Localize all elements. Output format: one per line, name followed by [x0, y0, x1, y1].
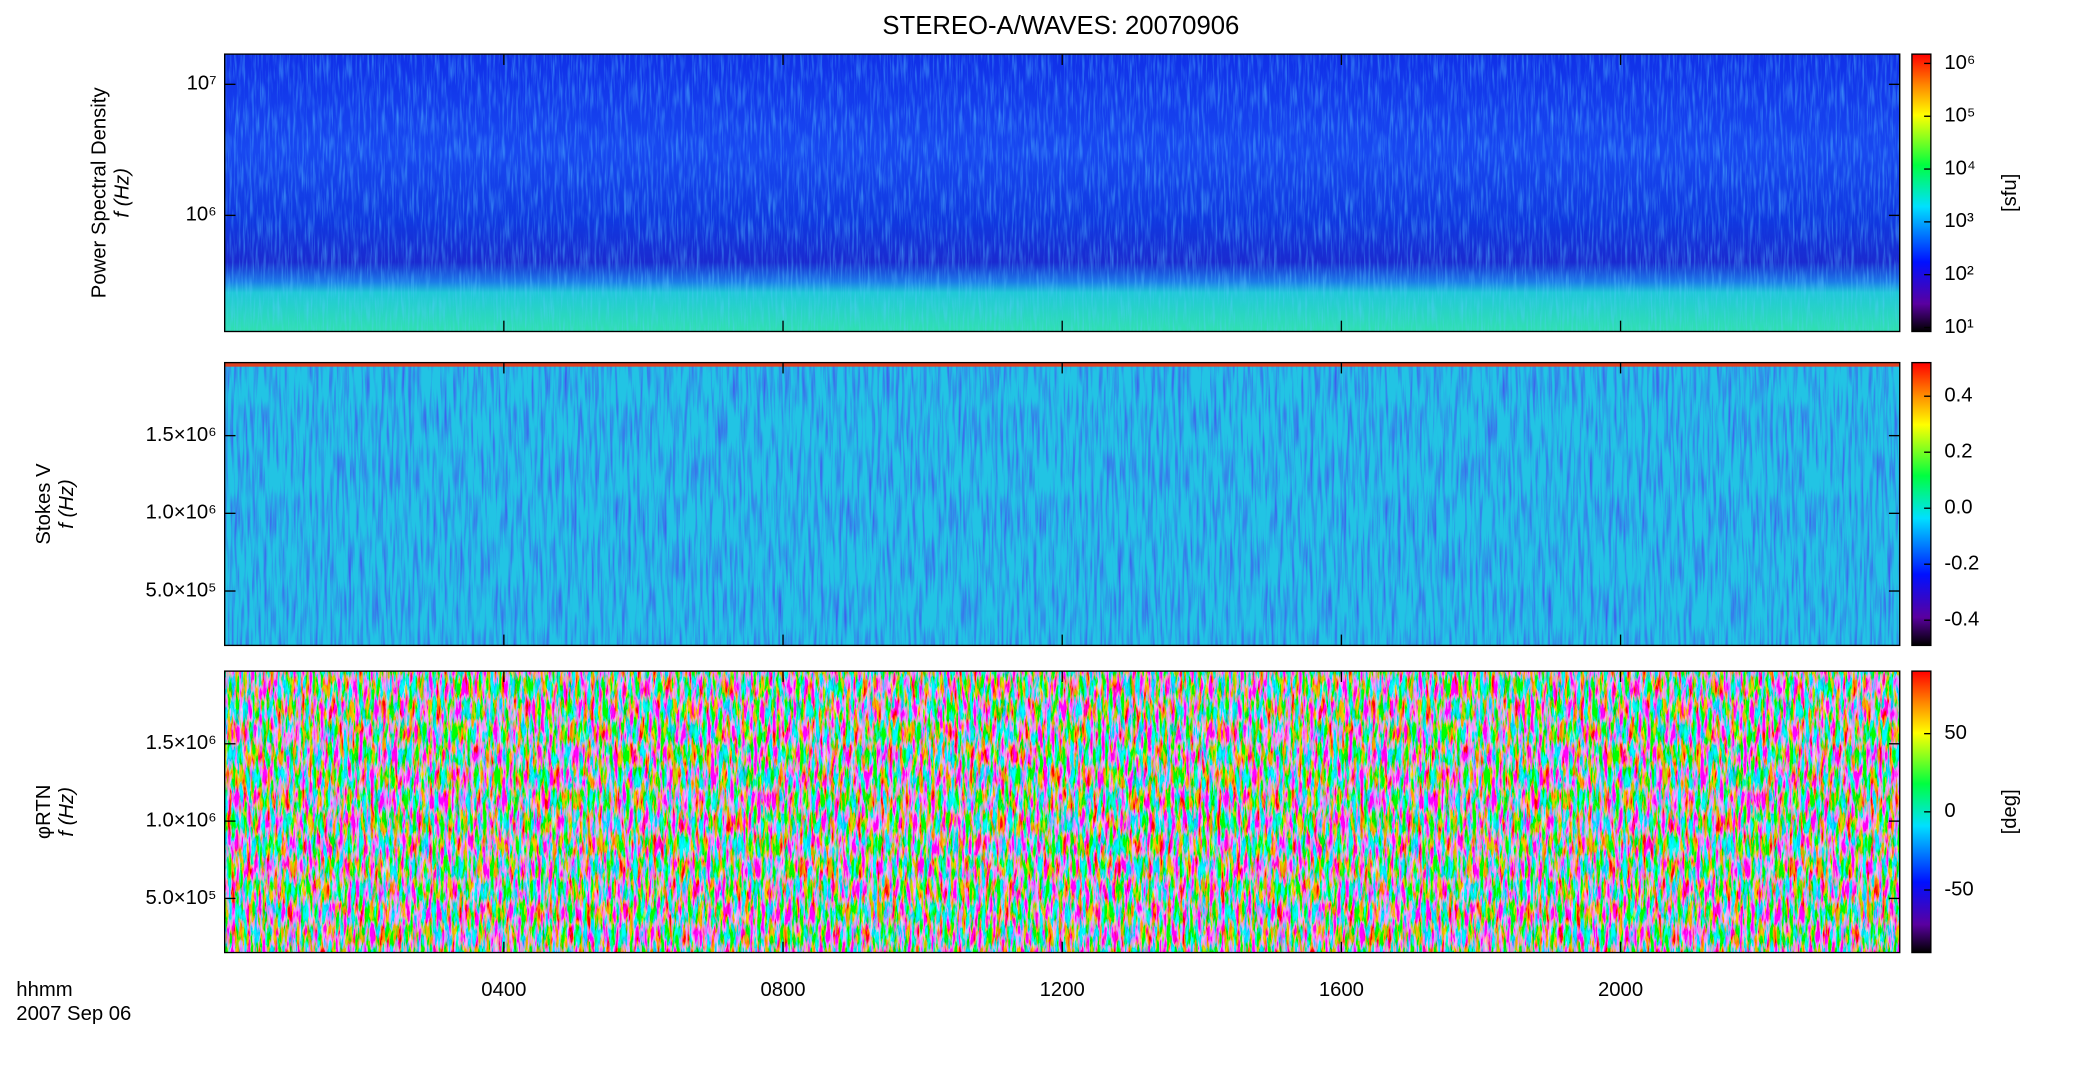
colorbar-tick-label: 10⁴ [1944, 157, 1975, 179]
colorbar-tick-label: 10³ [1944, 210, 1974, 232]
y-tick-label: 5.0×10⁵ [146, 887, 217, 909]
colorbar [1911, 361, 1932, 647]
colorbar-label: [sfu] [1999, 174, 2021, 212]
colorbar-tick-label: 0.0 [1944, 497, 1972, 519]
colorbar-tick-label: 0 [1944, 800, 1955, 822]
y-axis-label: f (Hz) [56, 479, 78, 529]
y-axis-label: Stokes V [33, 463, 55, 545]
y-tick-label: 10⁷ [187, 73, 217, 95]
colorbar-tick-label: -0.4 [1944, 609, 1979, 631]
y-tick-label: 1.0×10⁶ [146, 502, 217, 524]
y-tick-label: 10⁶ [186, 204, 217, 226]
colorbar [1911, 53, 1932, 333]
y-tick-label: 5.0×10⁵ [146, 579, 217, 601]
x-tick-label: 1600 [1319, 979, 1364, 1001]
x-axis-label: hhmm [16, 979, 72, 1001]
x-tick-label: 0400 [481, 979, 526, 1001]
colorbar-tick-label: -0.2 [1944, 553, 1979, 575]
colorbar-tick-label: 10⁵ [1944, 105, 1975, 127]
chart-title: STEREO-A/WAVES: 20070906 [882, 12, 1239, 40]
y-tick-label: 1.5×10⁶ [146, 424, 217, 446]
x-tick-label: 2000 [1598, 979, 1643, 1001]
spectrogram-texture [224, 362, 1900, 646]
colorbar-tick-label: 10² [1944, 263, 1974, 285]
colorbar-tick-label: 0.4 [1944, 385, 1972, 407]
x-tick-label: 0800 [760, 979, 805, 1001]
y-axis-label: Power Spectral Density [89, 87, 111, 299]
spectrogram-texture [224, 671, 1900, 953]
x-tick-label: 1200 [1040, 979, 1085, 1001]
spectrogram-texture [224, 54, 1900, 332]
colorbar-tick-label: 10⁶ [1944, 52, 1975, 74]
y-tick-label: 1.5×10⁶ [146, 732, 217, 754]
colorbar-tick-label: 10¹ [1944, 316, 1974, 338]
colorbar-tick-label: 50 [1944, 722, 1967, 744]
colorbar-label: [deg] [1999, 789, 2021, 834]
y-axis-label: φRTN [33, 785, 55, 839]
y-axis-label: f (Hz) [56, 787, 78, 837]
y-axis-label: f (Hz) [112, 168, 134, 218]
colorbar-tick-label: -50 [1944, 878, 1973, 900]
y-tick-label: 1.0×10⁶ [146, 809, 217, 831]
x-axis-date: 2007 Sep 06 [16, 1003, 131, 1025]
colorbar-tick-label: 0.2 [1944, 441, 1972, 463]
